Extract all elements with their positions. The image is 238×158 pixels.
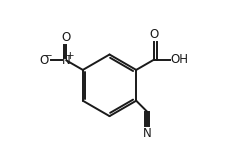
Text: O: O [40,54,49,67]
Text: O: O [149,28,159,42]
Text: +: + [66,51,75,61]
Text: O: O [62,31,71,44]
Text: −: − [43,51,52,61]
Text: N: N [143,127,152,140]
Text: OH: OH [171,53,188,66]
Text: N: N [62,54,71,67]
